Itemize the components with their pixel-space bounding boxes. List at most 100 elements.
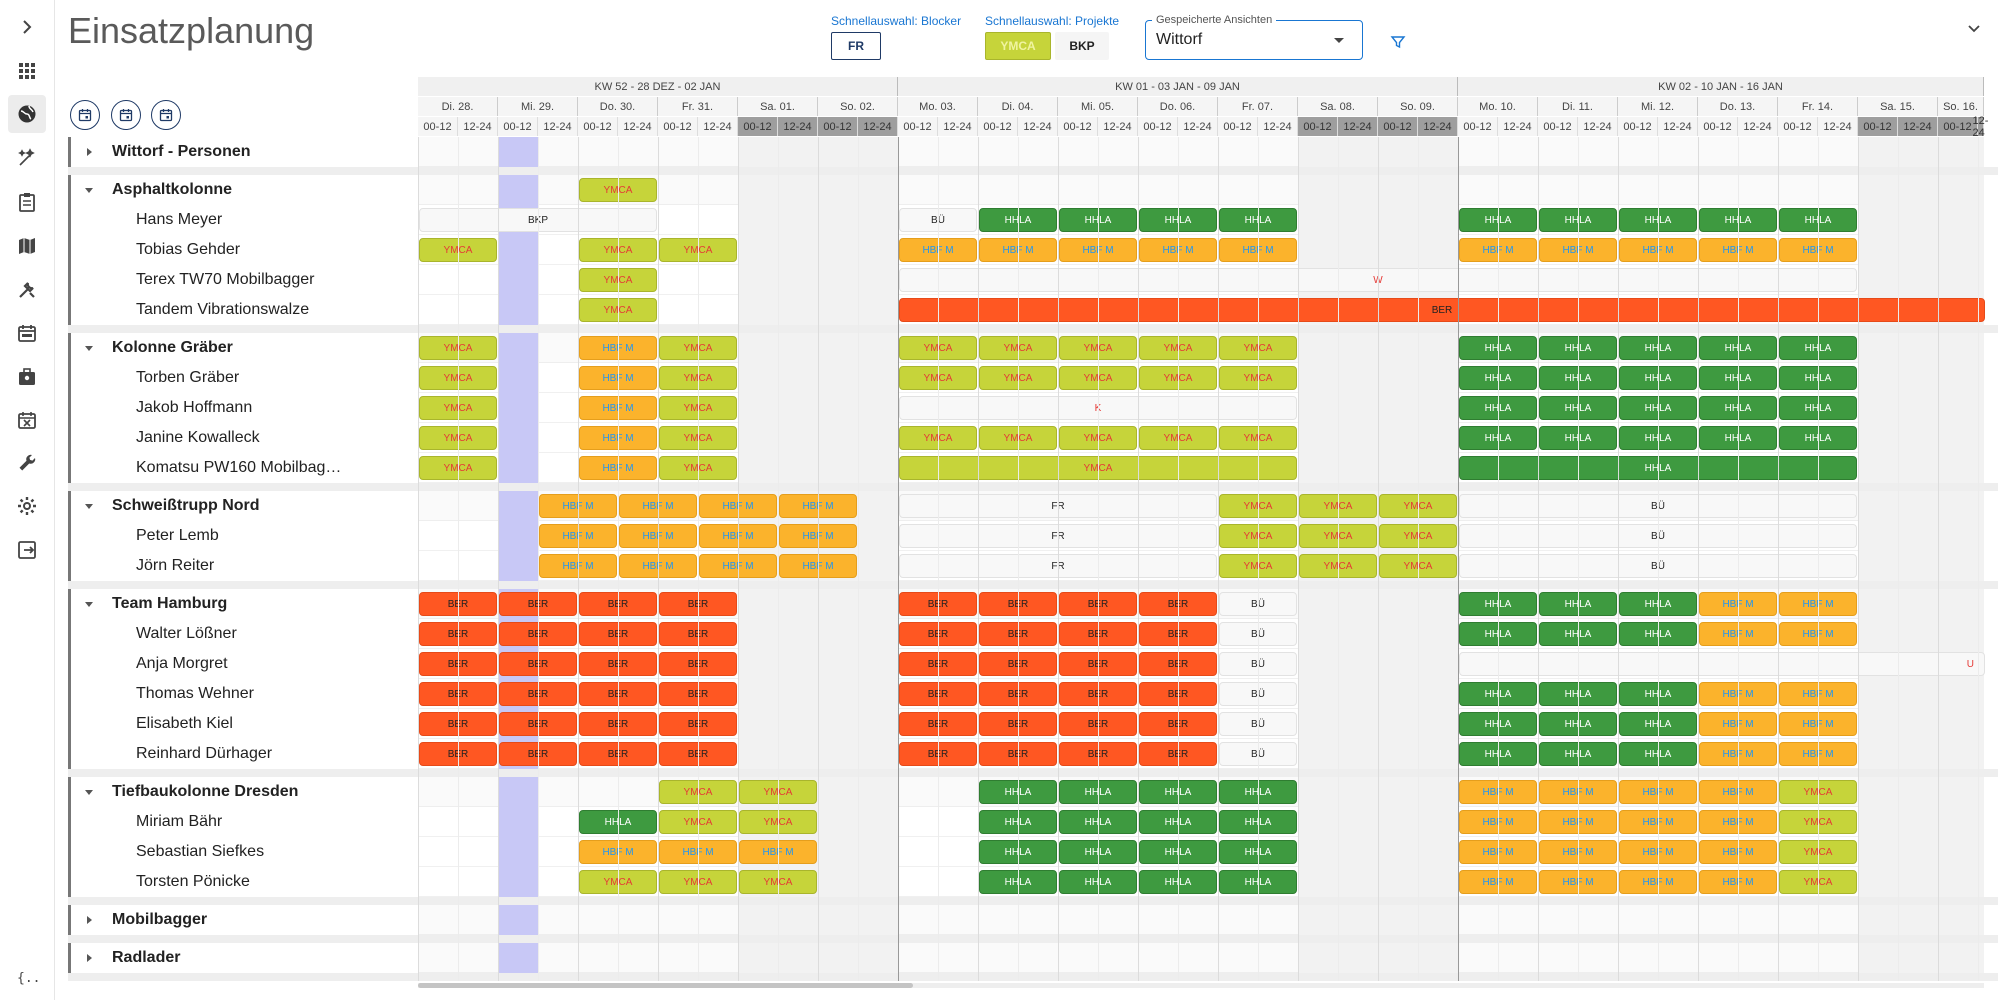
- group-indicator: [68, 943, 71, 973]
- resource-name[interactable]: Janine Kowalleck: [136, 429, 260, 446]
- caret-down-icon[interactable]: [84, 501, 94, 511]
- sidebar-button-chevron-right[interactable]: [8, 8, 46, 46]
- grid-line: [1178, 137, 1179, 981]
- row-bg: [418, 423, 1984, 453]
- sidebar-button-apps[interactable]: [8, 52, 46, 90]
- resource-name[interactable]: Tandem Vibrationswalze: [136, 301, 310, 318]
- sidebar-button-calendar-x[interactable]: [8, 401, 46, 439]
- sidebar-button-globe[interactable]: [8, 95, 46, 133]
- day-header: Sa. 15.: [1858, 97, 1938, 116]
- slot-header: 00-12: [898, 117, 938, 136]
- sidebar-button-calendar-range[interactable]: [8, 314, 46, 352]
- resource-name[interactable]: Anja Morgret: [136, 655, 228, 672]
- caret-down-icon[interactable]: [84, 787, 94, 797]
- resource-name[interactable]: Walter Lößner: [136, 625, 237, 642]
- chip-blocker-fr[interactable]: FR: [831, 32, 881, 60]
- resource-name[interactable]: Elisabeth Kiel: [136, 715, 233, 732]
- resource-name[interactable]: Reinhard Dürhager: [136, 745, 273, 762]
- group-name[interactable]: Wittorf - Personen: [112, 143, 251, 160]
- grid-line: [458, 137, 459, 981]
- resource-name[interactable]: Thomas Wehner: [136, 685, 254, 702]
- sidebar-button-badge[interactable]: [8, 358, 46, 396]
- caret-down-icon[interactable]: [84, 599, 94, 609]
- filter-icon[interactable]: [1390, 34, 1406, 50]
- group-separator: [68, 325, 1998, 333]
- dropdown-arrow-icon[interactable]: [1334, 38, 1344, 43]
- weekend-cell: [1938, 363, 1984, 393]
- caret-down-icon[interactable]: [84, 343, 94, 353]
- weekend-cell: [1938, 777, 1984, 807]
- sidebar-button-clipboard[interactable]: [8, 183, 46, 221]
- day-header: So. 16.: [1938, 97, 1984, 116]
- grid-line: [1538, 137, 1539, 981]
- resource-name[interactable]: Torben Gräber: [136, 369, 240, 386]
- slot-header: 00-12: [1778, 117, 1818, 136]
- row-bg: [418, 619, 1984, 649]
- group-name[interactable]: Asphaltkolonne: [112, 181, 233, 198]
- group-name[interactable]: Mobilbagger: [112, 911, 208, 928]
- sidebar-button-tools[interactable]: [8, 271, 46, 309]
- calendar-today-button[interactable]: [111, 100, 141, 130]
- slot-header: 00-12: [1538, 117, 1578, 136]
- grid-line: [1018, 137, 1019, 981]
- row-bg: [418, 867, 1984, 897]
- calendar-prev-button[interactable]: [70, 100, 100, 130]
- group-name[interactable]: Tiefbaukolonne Dresden: [112, 783, 299, 800]
- today-column: [498, 867, 538, 897]
- chip-project-bkp[interactable]: BKP: [1055, 32, 1109, 60]
- grid-line: [1378, 137, 1379, 981]
- booking-block[interactable]: BER: [899, 298, 1985, 322]
- sidebar-button-gear[interactable]: [8, 487, 46, 525]
- globe-icon: [18, 105, 36, 123]
- today-column: [498, 363, 538, 393]
- resource-name[interactable]: Jörn Reiter: [136, 557, 215, 574]
- scrollbar-thumb[interactable]: [418, 983, 913, 988]
- today-column: [498, 837, 538, 867]
- resource-name[interactable]: Peter Lemb: [136, 527, 219, 544]
- caret-right-icon[interactable]: [84, 915, 94, 925]
- day-header: Sa. 01.: [738, 97, 818, 116]
- group-name[interactable]: Radlader: [112, 949, 181, 966]
- horizontal-scrollbar[interactable]: [418, 983, 1984, 988]
- sidebar-button-magic[interactable]: [8, 139, 46, 177]
- resource-name[interactable]: Jakob Hoffmann: [136, 399, 253, 416]
- calendar-next-button[interactable]: [151, 100, 181, 130]
- sidebar-button-logout[interactable]: [8, 531, 46, 569]
- day-header: Mo. 03.: [898, 97, 978, 116]
- slot-header: 00-12: [1218, 117, 1258, 136]
- day-header: Fr. 31.: [658, 97, 738, 116]
- weekend-cell: [1938, 175, 1984, 205]
- row-bg: [418, 137, 1984, 167]
- row-bg: [418, 739, 1984, 769]
- resource-name[interactable]: Sebastian Siefkes: [136, 843, 265, 860]
- resource-name[interactable]: Torsten Pönicke: [136, 873, 250, 890]
- resource-name[interactable]: Hans Meyer: [136, 211, 223, 228]
- caret-right-icon[interactable]: [84, 953, 94, 963]
- weekend-cell: [1938, 837, 1984, 867]
- sidebar-button-wrench[interactable]: [8, 444, 46, 482]
- day-header: Mi. 29.: [498, 97, 578, 116]
- caret-right-icon[interactable]: [84, 147, 94, 157]
- sidebar-button-map[interactable]: [8, 227, 46, 265]
- today-column: [498, 551, 538, 581]
- group-name[interactable]: Team Hamburg: [112, 595, 228, 612]
- caret-down-icon[interactable]: [84, 185, 94, 195]
- slot-header: 12-24: [858, 117, 898, 136]
- booking-block[interactable]: U: [1459, 652, 1985, 676]
- group-name[interactable]: Kolonne Gräber: [112, 339, 233, 356]
- weekend-cell: [1938, 619, 1984, 649]
- today-column: [498, 265, 538, 295]
- row-bg: [418, 807, 1984, 837]
- grid-line: [618, 137, 619, 981]
- grid-line: [698, 137, 699, 981]
- slot-header: 12-24: [1418, 117, 1458, 136]
- resource-name[interactable]: Terex TW70 Mobilbagger: [136, 271, 315, 288]
- group-name[interactable]: Schweißtrupp Nord: [112, 497, 260, 514]
- group-separator: [68, 935, 1998, 943]
- resource-name[interactable]: Tobias Gehder: [136, 241, 241, 258]
- resource-name[interactable]: Komatsu PW160 Mobilbag…: [136, 459, 342, 476]
- resource-name[interactable]: Miriam Bähr: [136, 813, 223, 830]
- chip-project-ymca[interactable]: YMCA: [985, 32, 1051, 60]
- sidebar-button-code[interactable]: {..}: [8, 958, 46, 996]
- chevron-down-icon[interactable]: [1964, 18, 1984, 38]
